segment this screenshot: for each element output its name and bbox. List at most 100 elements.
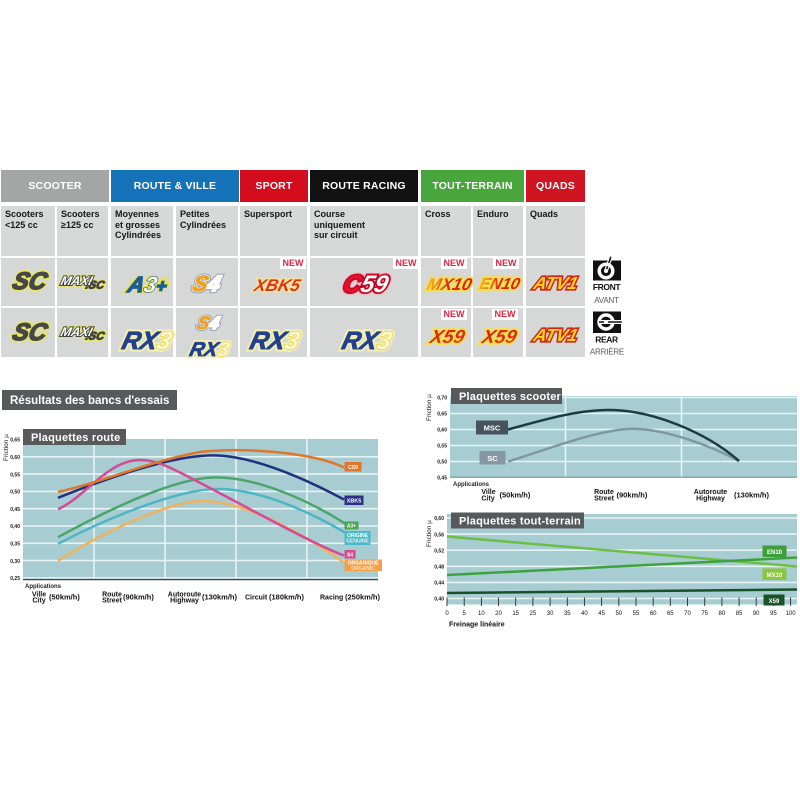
svg-text:REAR: REAR (595, 335, 618, 345)
svg-text:100: 100 (786, 611, 797, 617)
svg-text:MX10: MX10 (425, 274, 475, 294)
svg-text:MAXI: MAXI (59, 274, 94, 288)
svg-text:20: 20 (495, 611, 502, 617)
svg-text:C59: C59 (341, 271, 392, 298)
svg-text:(50km/h): (50km/h) (49, 593, 80, 602)
svg-text:.SC: .SC (84, 280, 106, 292)
svg-text:0,65: 0,65 (10, 438, 20, 444)
svg-text:S4: S4 (195, 312, 222, 333)
svg-text:0,52: 0,52 (434, 548, 444, 554)
svg-text:MAXI: MAXI (59, 325, 94, 339)
svg-text:MAXI: MAXI (59, 325, 94, 339)
svg-text:MAXI: MAXI (59, 325, 94, 339)
svg-text:ATV1: ATV1 (531, 325, 580, 345)
svg-text:0,70: 0,70 (437, 395, 447, 401)
svg-text:0,60: 0,60 (437, 427, 447, 433)
svg-text:C59: C59 (348, 465, 358, 471)
svg-text:City: City (32, 598, 45, 605)
svg-text:30: 30 (547, 611, 554, 617)
svg-text:0,50: 0,50 (437, 459, 447, 465)
svg-text:90: 90 (753, 611, 760, 617)
svg-text:60: 60 (650, 611, 657, 617)
svg-text:15: 15 (512, 611, 519, 617)
svg-text:0,55: 0,55 (10, 472, 20, 478)
svg-text:EN10: EN10 (478, 275, 522, 293)
svg-text:XBK5: XBK5 (347, 498, 362, 504)
svg-text:Friction µ: Friction µ (426, 520, 433, 547)
svg-text:X59: X59 (427, 327, 467, 348)
svg-text:ATV1: ATV1 (531, 273, 580, 293)
svg-text:AVANT: AVANT (594, 296, 619, 305)
svg-text:Ville: Ville (32, 592, 46, 599)
svg-text:X59: X59 (427, 327, 467, 348)
svg-text:X59: X59 (479, 327, 519, 348)
svg-text:EN10: EN10 (478, 275, 522, 293)
svg-text:Ville: Ville (481, 489, 495, 496)
svg-text:S4: S4 (347, 552, 353, 558)
svg-text:RX3: RX3 (339, 327, 395, 355)
svg-text:EN10: EN10 (767, 550, 783, 556)
svg-text:SC: SC (10, 268, 50, 295)
svg-text:SC: SC (10, 319, 50, 346)
svg-text:ATV1: ATV1 (531, 325, 580, 345)
svg-text:50: 50 (615, 611, 622, 617)
svg-text:Circuit: Circuit (245, 595, 268, 602)
svg-text:Highway: Highway (696, 496, 725, 503)
svg-text:40: 40 (581, 611, 588, 617)
svg-text:95: 95 (770, 611, 777, 617)
svg-text:MX10: MX10 (767, 573, 783, 579)
svg-text:0,45: 0,45 (437, 475, 447, 481)
svg-text:S4: S4 (195, 312, 222, 333)
svg-text:Plaquettes tout-terrain: Plaquettes tout-terrain (459, 516, 581, 528)
svg-text:.SC: .SC (84, 280, 106, 292)
svg-text:SC: SC (10, 319, 50, 346)
svg-text:Freinage linéaire: Freinage linéaire (449, 622, 505, 629)
svg-text:(50km/h): (50km/h) (500, 491, 531, 500)
svg-text:0,40: 0,40 (10, 524, 20, 530)
svg-text:0,30: 0,30 (10, 559, 20, 565)
svg-text:25: 25 (530, 611, 537, 617)
svg-text:Street: Street (102, 598, 123, 605)
svg-text:ATV1: ATV1 (531, 273, 580, 293)
svg-text:RX3: RX3 (119, 327, 175, 355)
svg-text:SC: SC (10, 268, 50, 295)
svg-text:Route: Route (594, 489, 614, 496)
svg-text:85: 85 (736, 611, 743, 617)
svg-text:MAXI: MAXI (59, 274, 94, 288)
svg-text:0: 0 (445, 611, 449, 617)
svg-text:5: 5 (463, 611, 467, 617)
svg-text:MX10: MX10 (425, 274, 475, 294)
svg-text:RX3: RX3 (247, 327, 303, 355)
svg-text:C59: C59 (341, 271, 392, 298)
svg-text:MSC: MSC (484, 424, 501, 433)
svg-text:City: City (481, 496, 494, 503)
svg-text:0,48: 0,48 (434, 565, 444, 571)
svg-text:GENUINE: GENUINE (346, 539, 369, 545)
svg-text:SC: SC (487, 454, 498, 463)
svg-text:75: 75 (701, 611, 708, 617)
svg-text:(180km/h): (180km/h) (269, 593, 305, 602)
svg-text:(90km/h): (90km/h) (617, 491, 648, 500)
svg-text:XBK5: XBK5 (251, 275, 303, 295)
svg-text:0,25: 0,25 (10, 576, 20, 582)
svg-text:MAXI: MAXI (59, 274, 94, 288)
svg-text:10: 10 (478, 611, 485, 617)
svg-text:0,55: 0,55 (437, 443, 447, 449)
svg-text:Street: Street (594, 496, 615, 503)
svg-text:X59: X59 (479, 327, 519, 348)
svg-text:C59: C59 (341, 271, 392, 298)
svg-text:Autoroute: Autoroute (694, 489, 728, 496)
svg-text:0,44: 0,44 (434, 581, 444, 587)
svg-text:Applications: Applications (25, 584, 62, 590)
svg-text:Autoroute: Autoroute (168, 592, 202, 599)
svg-text:(130km/h): (130km/h) (202, 593, 238, 602)
svg-text:0,56: 0,56 (434, 532, 444, 538)
svg-text:(250km/h): (250km/h) (345, 593, 381, 602)
svg-text:Friction µ: Friction µ (3, 434, 10, 461)
svg-text:X59: X59 (769, 599, 780, 605)
svg-text:80: 80 (719, 611, 726, 617)
svg-text:0,50: 0,50 (10, 490, 20, 496)
svg-text:RX3: RX3 (119, 327, 175, 355)
svg-text:(90km/h): (90km/h) (123, 593, 154, 602)
svg-text:Plaquettes scooter: Plaquettes scooter (459, 391, 562, 403)
